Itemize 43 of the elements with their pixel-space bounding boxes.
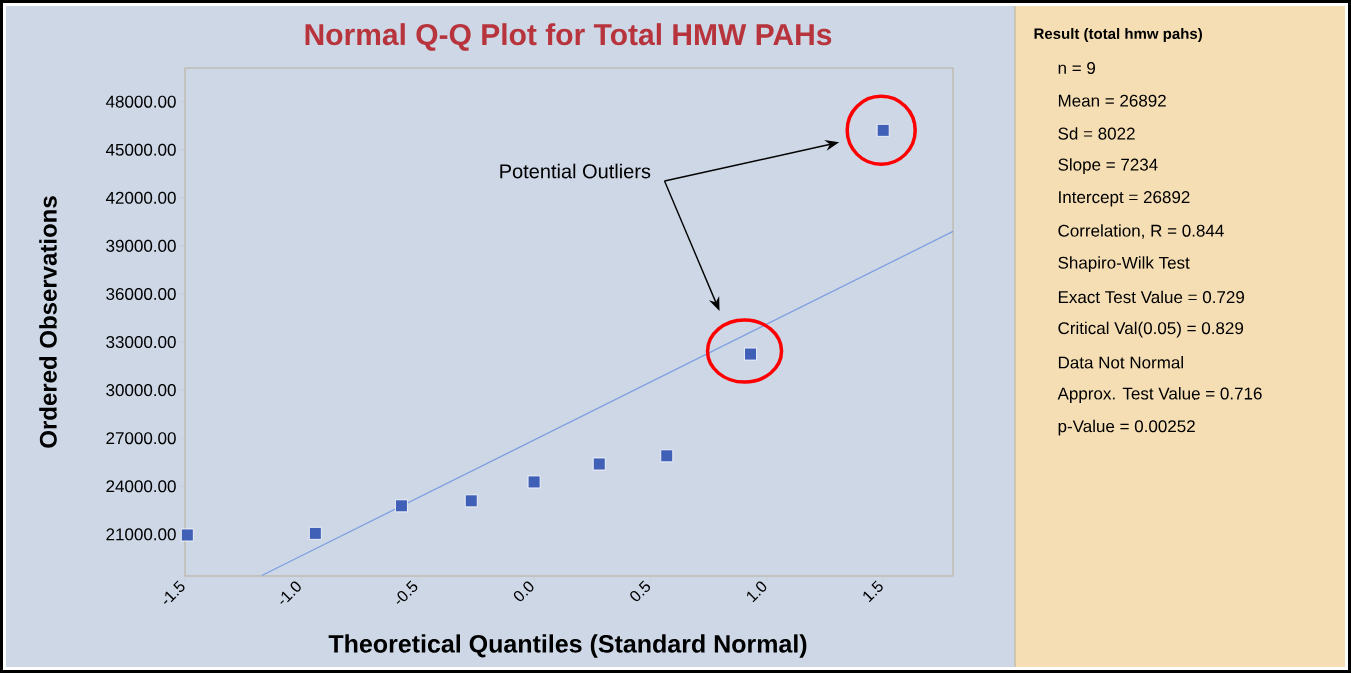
text: p-Value = 0.00252: [1058, 419, 1195, 436]
point: [308, 526, 322, 540]
x-tick-label: 0.5: [630, 580, 651, 602]
x-tick-label: 0.0: [513, 581, 534, 602]
x-tick-label: -1.5: [163, 580, 185, 604]
text: Exact Test Value = 0.729: [1058, 290, 1245, 304]
annotation: Potential Outliers: [500, 163, 651, 179]
x-tick-label: -0.5: [396, 580, 418, 604]
chart-title: Normal Q-Q Plot for Total HMW PAHs: [305, 23, 832, 51]
x-tick-label: -1.0: [280, 581, 301, 604]
x-tick-label: 1.0: [747, 581, 767, 603]
x-axis-title: Theoretical Quantiles (Standard Normal): [328, 634, 807, 658]
y-tick-label: 24000.00: [106, 480, 176, 493]
point: [464, 494, 478, 508]
y-tick-label: 21000.00: [106, 528, 176, 541]
point: [527, 475, 541, 489]
text: n = 9: [1058, 61, 1096, 75]
point: [592, 457, 606, 471]
text: Critical Val(0.05) = 0.829: [1058, 321, 1244, 338]
point: [660, 449, 674, 463]
text: Shapiro-Wilk Test: [1058, 256, 1190, 273]
y-tick-label: 33000.00: [106, 336, 176, 349]
x-tick-label: 1.5: [863, 580, 883, 603]
y-tick-label: 45000.00: [105, 143, 176, 156]
text: Result (total hmw pahs): [1034, 28, 1202, 42]
text: Sd = 8022: [1058, 127, 1135, 140]
point: [744, 347, 757, 361]
y-tick-label: 27000.00: [106, 432, 176, 445]
text: Data Not Normal: [1058, 356, 1183, 369]
y-tick-label: 30000.00: [106, 384, 176, 397]
text: Correlation, R = 0.844: [1058, 224, 1224, 239]
y-tick-label: 48000.00: [105, 95, 176, 108]
y-tick-label: 39000.00: [106, 239, 176, 252]
text: Approx. Test Value = 0.716: [1057, 387, 1262, 403]
text: Mean = 26892: [1058, 94, 1166, 107]
y-tick-label: 42000.00: [105, 191, 176, 204]
point: [876, 123, 890, 137]
y-axis-title: Ordered Observations: [39, 196, 57, 448]
text: Intercept = 26892: [1059, 191, 1190, 207]
text: Slope = 7234: [1058, 158, 1158, 175]
point: [180, 528, 194, 542]
y-tick-label: 36000.00: [106, 287, 176, 300]
point: [395, 499, 408, 513]
